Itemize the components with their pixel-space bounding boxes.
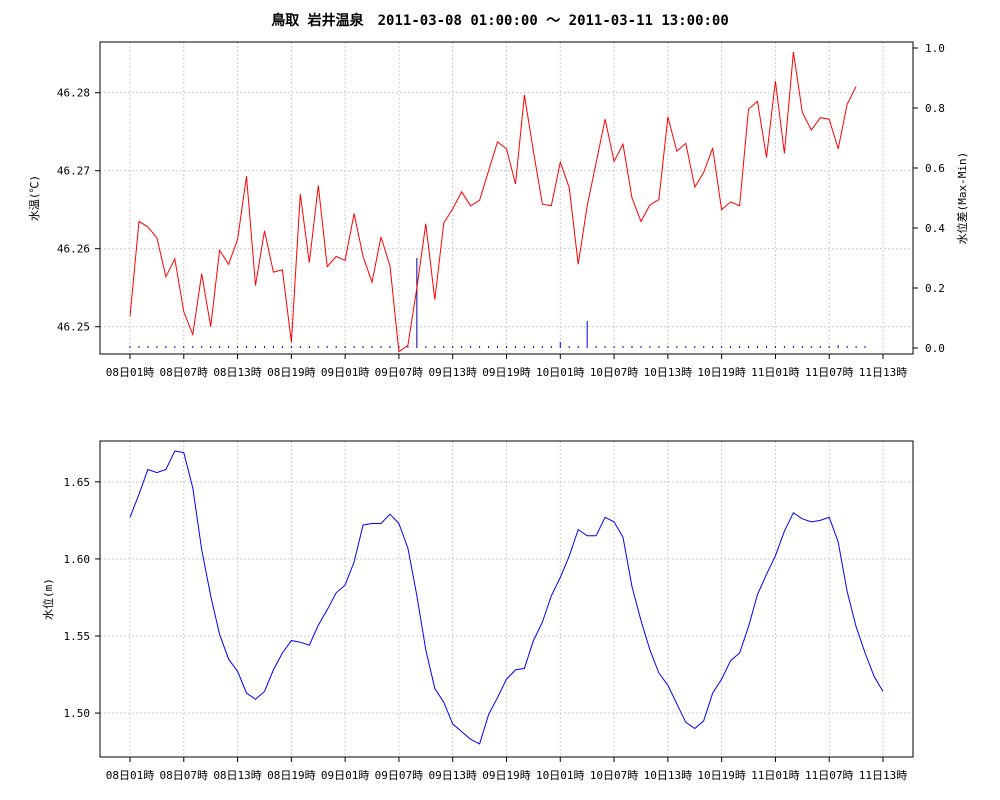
y-tick-label: 46.28 [57, 87, 90, 100]
x-tick-label: 11日01時 [751, 366, 800, 379]
x-tick-label: 09日07時 [375, 769, 424, 782]
y-tick-label: 1.55 [64, 630, 91, 643]
y-axis-label: 水温(℃) [28, 175, 41, 221]
y2-tick-label: 0.2 [925, 282, 945, 295]
x-tick-label: 10日19時 [697, 769, 746, 782]
x-tick-label: 11日07時 [805, 769, 854, 782]
x-tick-label: 09日01時 [321, 769, 370, 782]
x-tick-label: 10日01時 [536, 769, 585, 782]
x-tick-label: 10日13時 [644, 366, 693, 379]
x-tick-label: 09日13時 [428, 769, 477, 782]
y2-tick-label: 0.8 [925, 102, 945, 115]
water-level-series-line [129, 450, 884, 745]
plot-frame [99, 440, 914, 758]
temperature-series-line [129, 52, 857, 353]
chart-title: 鳥取 岩井温泉 2011-03-08 01:00:00 ～ 2011-03-11… [271, 13, 729, 29]
y-axis-label: 水位(m) [41, 578, 55, 620]
y-tick-label: 46.27 [57, 165, 90, 178]
x-tick-label: 10日19時 [697, 366, 746, 379]
plot-frame [99, 41, 914, 355]
y2-axis-label: 水位差(Max-Min) [955, 152, 969, 245]
x-tick-label: 11日13時 [859, 769, 908, 782]
x-tick-label: 08日07時 [160, 769, 209, 782]
y-tick-label: 1.60 [64, 553, 91, 566]
y2-tick-label: 0.0 [925, 342, 945, 355]
y-tick-label: 1.50 [64, 707, 91, 720]
x-tick-label: 08日01時 [106, 366, 155, 379]
y2-tick-label: 1.0 [925, 42, 945, 55]
x-tick-label: 11日13時 [859, 366, 908, 379]
y-tick-label: 46.25 [57, 321, 90, 334]
x-tick-label: 10日07時 [590, 769, 639, 782]
y-tick-label: 1.65 [64, 476, 91, 489]
x-tick-label: 09日07時 [375, 366, 424, 379]
x-tick-label: 08日19時 [267, 769, 316, 782]
y-tick-label: 46.26 [57, 243, 90, 256]
x-tick-label: 09日19時 [482, 769, 531, 782]
x-tick-label: 08日13時 [213, 769, 262, 782]
y2-tick-label: 0.6 [925, 162, 945, 175]
x-tick-label: 11日07時 [805, 366, 854, 379]
x-tick-label: 11日01時 [751, 769, 800, 782]
y2-tick-label: 0.4 [925, 222, 945, 235]
x-tick-label: 09日01時 [321, 366, 370, 379]
x-tick-label: 10日07時 [590, 366, 639, 379]
x-tick-label: 08日13時 [213, 366, 262, 379]
x-tick-label: 10日01時 [536, 366, 585, 379]
x-tick-label: 10日13時 [644, 769, 693, 782]
x-tick-label: 08日19時 [267, 366, 316, 379]
x-tick-label: 09日13時 [428, 366, 477, 379]
x-tick-label: 08日07時 [160, 366, 209, 379]
x-tick-label: 09日19時 [482, 366, 531, 379]
x-tick-label: 08日01時 [106, 769, 155, 782]
